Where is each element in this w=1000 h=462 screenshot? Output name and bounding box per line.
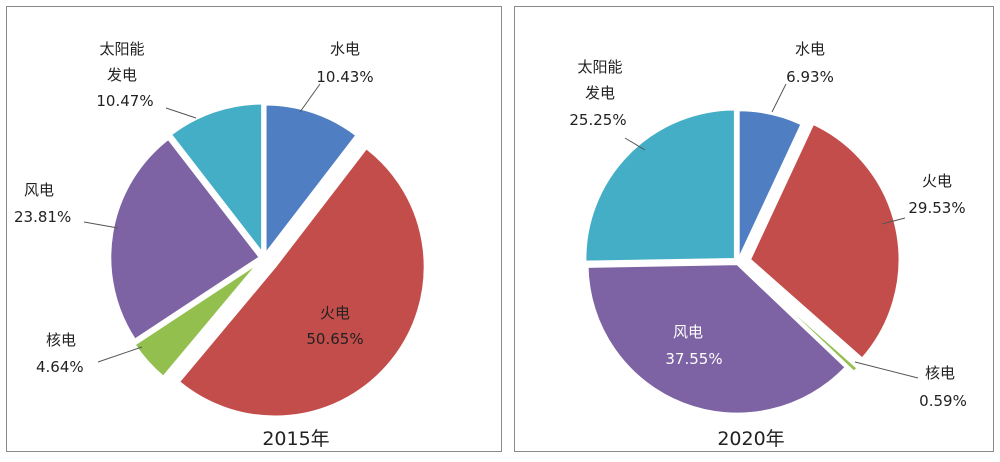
slice-value-label: 29.53% — [908, 199, 965, 217]
slice-solar — [583, 107, 737, 264]
slice-value-label: 37.55% — [665, 350, 722, 368]
slice-name-label: 太阳能 — [577, 58, 622, 76]
slice-hydro — [737, 108, 804, 261]
leader-line — [624, 137, 646, 151]
slice-name-label: 火电 — [922, 172, 952, 190]
leader-line — [299, 83, 321, 113]
slice-value-label: 50.65% — [306, 330, 363, 348]
slice-name-label: 水电 — [330, 40, 360, 58]
leader-line — [854, 361, 919, 379]
slice-value-label: 10.43% — [316, 68, 373, 86]
slice-nuclear — [132, 260, 261, 379]
slice-name-label: 核电 — [46, 331, 76, 349]
leader-line — [771, 83, 787, 113]
leader-line — [165, 107, 197, 119]
slice-solar — [168, 102, 264, 257]
slice-value-label: 10.47% — [96, 92, 153, 110]
slice-value-label: 23.81% — [14, 208, 71, 226]
slice-wind — [586, 262, 848, 416]
slice-value-label: 0.59% — [919, 392, 967, 410]
slice-thermal — [748, 121, 901, 361]
slice-nuclear — [744, 267, 860, 374]
slice-name-label: 火电 — [320, 304, 350, 322]
slice-thermal — [176, 146, 427, 418]
slice-hydro — [264, 102, 359, 258]
slice-name-label: 发电 — [585, 84, 615, 102]
slice-name-label: 风电 — [24, 181, 54, 199]
leader-line — [97, 346, 143, 363]
slice-name-label: 风电 — [673, 323, 703, 341]
chart-title-2020: 2020年 — [717, 428, 784, 450]
chart-title-2015: 2015年 — [262, 428, 329, 450]
slice-value-label: 6.93% — [786, 68, 834, 86]
leader-line — [83, 221, 119, 229]
slice-value-label: 4.64% — [36, 358, 84, 376]
slice-wind — [108, 136, 262, 342]
slice-name-label: 核电 — [925, 364, 955, 382]
slice-value-label: 25.25% — [569, 111, 626, 129]
slice-name-label: 发电 — [107, 66, 137, 84]
leader-line — [881, 217, 906, 225]
slice-name-label: 太阳能 — [99, 40, 144, 58]
slice-name-label: 水电 — [795, 40, 825, 58]
